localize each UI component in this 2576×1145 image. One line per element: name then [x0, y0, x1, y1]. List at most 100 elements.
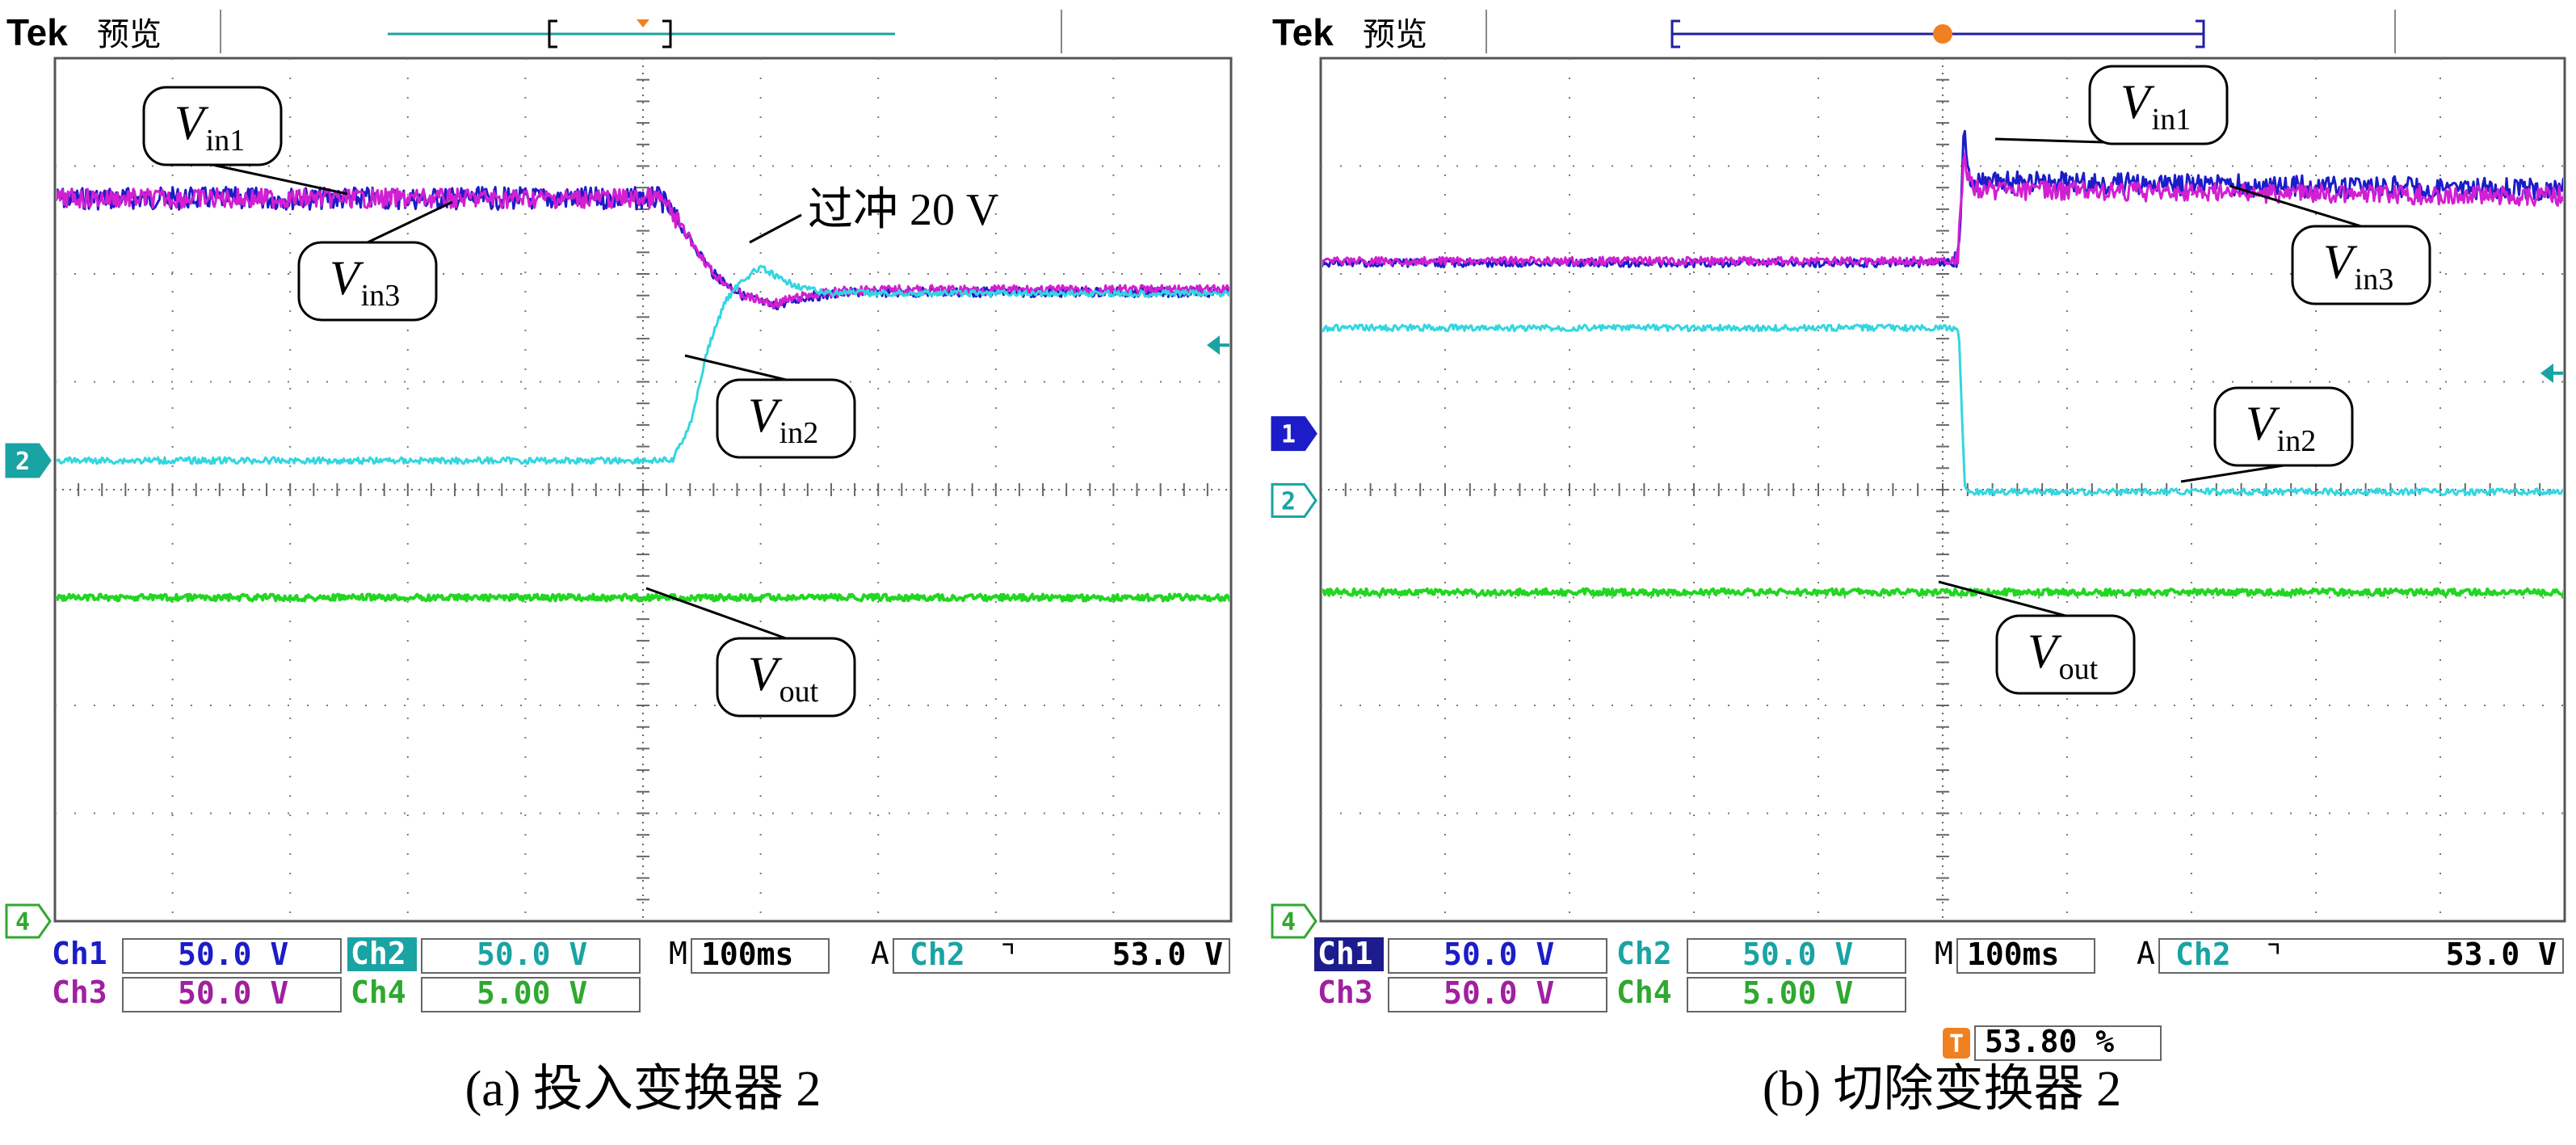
trigger-position-box	[1974, 1025, 2162, 1061]
brand-label: Tek	[6, 11, 68, 53]
viewport-bracket	[548, 19, 672, 48]
channel-scale-box	[421, 977, 641, 1012]
trace-group	[1322, 129, 2563, 597]
trace-group	[57, 186, 1229, 603]
label-leader-line	[645, 587, 787, 640]
timebase-prefix: M	[669, 936, 687, 971]
signal-label-box	[716, 637, 856, 718]
overshoot-annotation: 过冲 20 V	[808, 185, 998, 235]
signal-label-symbol: V	[2323, 235, 2358, 288]
trace-vin3	[57, 187, 1229, 310]
channel-scale-box	[1388, 938, 1607, 974]
channel-name: Ch3	[1317, 975, 1373, 1010]
trigger-channel: Ch2	[910, 937, 965, 972]
mode-label: 预览	[1363, 16, 1427, 53]
mode-label: 预览	[97, 16, 162, 53]
signal-label-vin2: Vin2	[2246, 397, 2316, 458]
signal-label-vout: Vout	[748, 647, 819, 709]
channel-marker-label: 2	[15, 448, 30, 476]
trigger-position-prefix: T	[1949, 1030, 1964, 1059]
signal-label-subscript: out	[2059, 652, 2099, 686]
channel-scale-value: 5.00 V	[1742, 975, 1853, 1011]
channel-name: Ch3	[52, 975, 107, 1010]
channel-scale-box	[1687, 977, 1906, 1012]
trace-vin3	[1322, 153, 2563, 267]
signal-label-symbol: V	[174, 96, 209, 149]
signal-label-symbol: V	[2120, 75, 2155, 128]
channel-marker-2	[1271, 482, 1317, 518]
panel-caption: (b) 切除变换器 2	[1763, 1062, 2121, 1117]
channel-tag-bg	[1314, 937, 1384, 971]
channel-scale-box	[421, 938, 641, 974]
signal-label-subscript: in2	[780, 416, 819, 450]
channel-scale-value: 50.0 V	[1443, 937, 1554, 972]
channel-marker-label: 4	[15, 908, 30, 937]
trigger-prefix: A	[871, 936, 889, 971]
trigger-level-icon	[2540, 363, 2553, 383]
channel-scale-value: 50.0 V	[178, 975, 288, 1011]
timebase-box	[1956, 938, 2095, 974]
trace-vout	[1322, 587, 2563, 597]
signal-label-subscript: in3	[2355, 263, 2394, 297]
signal-label-box	[142, 86, 283, 166]
signal-label-box	[2213, 386, 2354, 467]
signal-label-symbol: V	[2246, 397, 2280, 450]
timebase-box	[691, 938, 830, 974]
signal-label-subscript: out	[780, 675, 819, 709]
trigger-box	[893, 938, 1230, 974]
signal-label-symbol: V	[748, 389, 783, 442]
trigger-box	[2158, 938, 2564, 974]
signal-label-box	[2291, 225, 2431, 305]
label-leader-line	[2180, 464, 2284, 483]
signal-label-box	[297, 241, 438, 322]
trigger-position-icon	[1943, 1028, 1970, 1059]
trigger-level-value: 53.0 V	[1112, 937, 1223, 972]
trace-vin2	[57, 264, 1229, 465]
trace-vout	[57, 592, 1229, 603]
channel-marker-4	[5, 903, 52, 939]
signal-label-box	[716, 378, 856, 459]
timebase-value: 100ms	[1967, 937, 2059, 972]
signal-label-vin1: Vin1	[2120, 75, 2191, 137]
header-trigger-icon	[637, 19, 649, 27]
trace-vin1	[57, 186, 1229, 311]
signal-label-vin1: Vin1	[174, 96, 245, 158]
signal-label-box	[1995, 614, 2136, 695]
channel-marker-label: 4	[1281, 908, 1296, 937]
channel-name: Ch2	[1616, 936, 1672, 971]
viewport-bracket	[1670, 19, 2205, 48]
label-leader-line	[2229, 184, 2362, 228]
channel-scale-value: 50.0 V	[1443, 975, 1554, 1011]
falling-edge-icon: ⌝	[2264, 937, 2283, 972]
channel-scale-value: 50.0 V	[1742, 937, 1853, 972]
channel-name: Ch1	[1317, 936, 1373, 971]
trigger-prefix: A	[2137, 936, 2155, 971]
channel-scale-value: 50.0 V	[477, 937, 587, 972]
trigger-position-value: 53.80 %	[1985, 1024, 2114, 1059]
signal-label-vin3: Vin3	[2323, 235, 2393, 297]
channel-scale-box	[122, 977, 342, 1012]
trigger-level-icon	[1207, 335, 1220, 356]
channel-marker-label: 1	[1281, 421, 1296, 449]
timebase-prefix: M	[1935, 936, 1953, 971]
signal-label-vin2: Vin2	[748, 389, 818, 450]
channel-name: Ch1	[52, 936, 107, 971]
channel-marker-label: 2	[1281, 487, 1296, 516]
signal-label-symbol: V	[2028, 625, 2062, 678]
timebase-value: 100ms	[701, 937, 793, 972]
channel-scale-value: 5.00 V	[477, 975, 587, 1011]
trigger-level-value: 53.0 V	[2446, 937, 2557, 972]
signal-label-box	[2088, 65, 2229, 145]
header-trigger-icon	[1933, 24, 1952, 44]
falling-edge-icon: ⌝	[998, 937, 1017, 972]
channel-marker-1	[1271, 416, 1317, 452]
signal-label-symbol: V	[748, 647, 783, 701]
signal-label-vout: Vout	[2028, 625, 2099, 686]
channel-tag-bg	[347, 937, 417, 971]
channel-scale-box	[1687, 938, 1906, 974]
scope-panel-b: Tek预览T124Vin1Vin3Vin2VoutCh150.0 VCh250.…	[1271, 10, 2566, 1117]
signal-label-subscript: in2	[2277, 424, 2317, 458]
signal-label-subscript: in1	[206, 124, 246, 158]
